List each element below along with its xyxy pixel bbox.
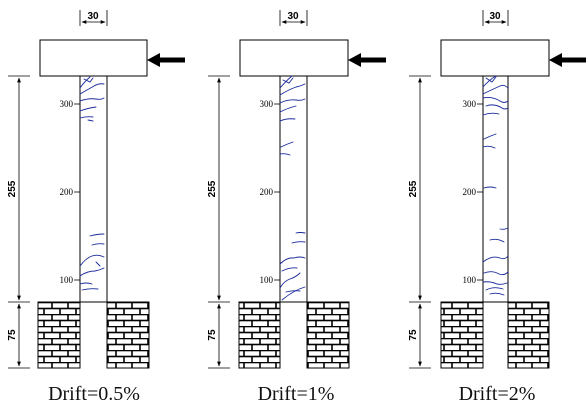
panel-2: 30 255 75 300 200 100 Drift=2%: [408, 10, 586, 405]
dimension-label-width: 30: [489, 11, 501, 22]
height-ticks: 300 200 100: [60, 99, 81, 285]
width-dimension: 30: [280, 10, 307, 26]
crack-line: [296, 233, 305, 234]
dimension-label-base-height: 75: [207, 329, 218, 341]
dimension-label-column-height: 255: [207, 180, 218, 197]
width-dimension: 30: [80, 10, 107, 26]
tick-label: 300: [260, 99, 274, 109]
loading-cap: [240, 40, 348, 76]
height-dimension: 255 75: [408, 76, 431, 368]
masonry-base-left: [441, 302, 483, 368]
masonry-base-left: [38, 302, 80, 368]
loading-cap: [441, 40, 549, 76]
dimension-label-column-height: 255: [7, 180, 18, 197]
tick-label: 200: [463, 187, 477, 197]
dimension-label-width: 30: [87, 11, 99, 22]
tick-label: 300: [60, 99, 74, 109]
tick-label: 200: [260, 187, 274, 197]
width-dimension: 30: [483, 10, 508, 26]
panel-caption: Drift=2%: [459, 383, 536, 405]
panel-caption: Drift=0.5%: [48, 383, 140, 405]
masonry-base-left: [239, 302, 280, 368]
loading-cap: [40, 40, 147, 76]
tick-label: 200: [60, 187, 74, 197]
panel-caption: Drift=1%: [258, 383, 335, 405]
dimension-label-base-height: 75: [408, 329, 419, 341]
tick-label: 300: [463, 99, 477, 109]
height-ticks: 300 200 100: [260, 99, 281, 285]
load-arrow-icon: [348, 53, 386, 67]
height-ticks: 300 200 100: [463, 99, 484, 285]
dimension-label-column-height: 255: [408, 180, 419, 197]
height-dimension: 255 75: [7, 76, 30, 368]
column: [483, 76, 508, 302]
dimension-label-width: 30: [287, 11, 299, 22]
panel-1: 30 255 75 300 200 100 Drift=1%: [207, 10, 386, 405]
masonry-base-right: [307, 302, 349, 368]
load-arrow-icon: [549, 53, 586, 67]
height-dimension: 255 75: [207, 76, 230, 368]
load-arrow-icon: [147, 53, 185, 67]
panel-0: 30 255 75 300 200 100 Drift=0.5%: [7, 10, 185, 405]
tick-label: 100: [463, 275, 477, 285]
tick-label: 100: [60, 275, 74, 285]
dimension-label-base-height: 75: [7, 329, 18, 341]
masonry-base-right: [107, 302, 149, 368]
tick-label: 100: [260, 275, 274, 285]
masonry-base-right: [508, 302, 549, 368]
